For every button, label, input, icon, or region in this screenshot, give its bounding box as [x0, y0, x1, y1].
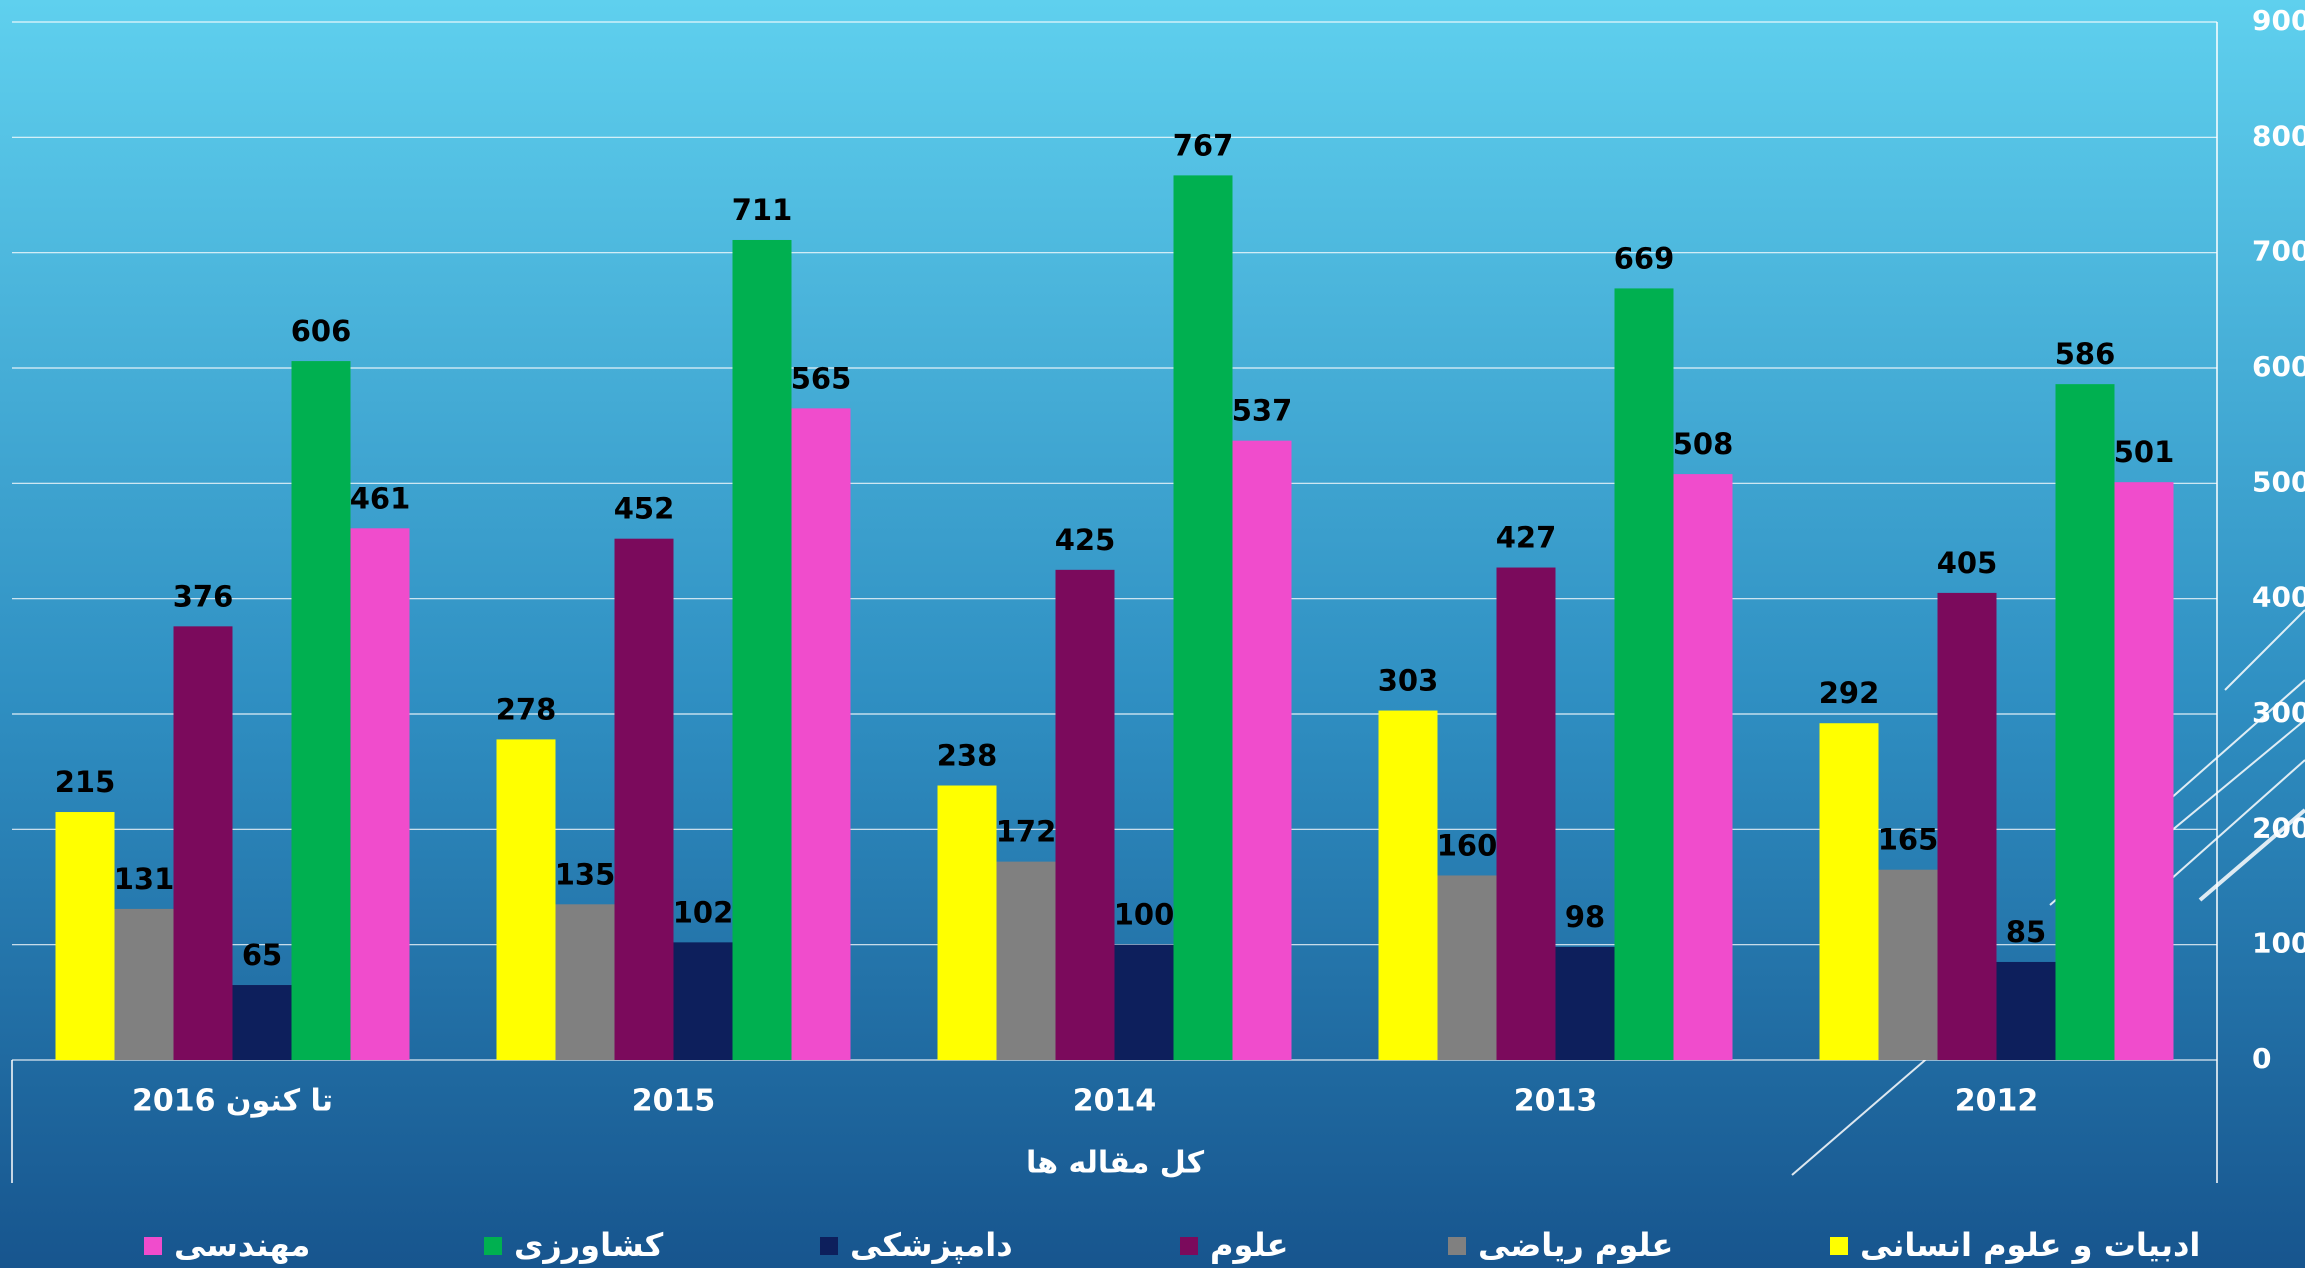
value-label: 98 — [1565, 900, 1605, 934]
value-label: 711 — [732, 193, 793, 227]
bar — [2114, 482, 2174, 1060]
value-label: 278 — [496, 692, 557, 726]
legend-swatch — [484, 1237, 502, 1255]
value-label: 160 — [1437, 828, 1498, 862]
bar — [232, 985, 292, 1060]
bar — [173, 626, 233, 1060]
bar — [1937, 592, 1997, 1060]
value-label: 501 — [2114, 435, 2175, 469]
bar — [1819, 723, 1879, 1060]
legend-label: مهندسی — [174, 1226, 310, 1264]
bar — [732, 239, 792, 1061]
bar — [1232, 440, 1292, 1060]
value-label: 85 — [2006, 915, 2046, 949]
bar — [2055, 384, 2115, 1060]
y-tick-label: 900 — [2252, 4, 2305, 37]
bar — [791, 408, 851, 1060]
x-axis-title: کل مقاله ها — [1026, 1146, 1205, 1181]
value-label: 767 — [1173, 128, 1234, 162]
y-tick-label: 400 — [2252, 581, 2305, 614]
bar — [114, 908, 174, 1060]
value-label: 135 — [555, 857, 616, 891]
bar — [1555, 946, 1615, 1060]
value-label: 215 — [55, 765, 116, 799]
y-tick-label: 100 — [2252, 927, 2305, 960]
legend-label: علوم — [1210, 1226, 1288, 1264]
legend-swatch — [144, 1237, 162, 1255]
x-tick-label: تا کنون 2016 — [132, 1084, 333, 1119]
y-tick-label: 600 — [2252, 350, 2305, 383]
y-tick-label: 500 — [2252, 465, 2305, 498]
y-tick-label: 800 — [2252, 119, 2305, 152]
bar — [350, 528, 410, 1060]
bar — [937, 785, 997, 1060]
legend-label: دامپزشکی — [850, 1226, 1013, 1264]
bar — [1378, 710, 1438, 1060]
bar — [1614, 288, 1674, 1060]
value-label: 292 — [1819, 676, 1880, 710]
legend-label: ادبیات و علوم انسانی — [1860, 1226, 2200, 1264]
bar — [614, 538, 674, 1060]
value-label: 100 — [1114, 898, 1175, 932]
x-tick-label: 2015 — [632, 1084, 716, 1119]
value-label: 452 — [614, 492, 675, 526]
value-label: 565 — [791, 361, 852, 395]
bar — [1496, 567, 1556, 1060]
legend-label: علوم ریاضی — [1478, 1226, 1673, 1264]
value-label: 65 — [242, 938, 282, 972]
bar — [555, 904, 615, 1060]
value-label: 376 — [173, 579, 234, 613]
value-label: 172 — [996, 815, 1057, 849]
value-label: 102 — [673, 895, 734, 929]
bar — [496, 739, 556, 1060]
legend-swatch — [1448, 1237, 1466, 1255]
value-label: 537 — [1232, 394, 1293, 428]
value-label: 606 — [291, 314, 352, 348]
bar — [673, 942, 733, 1060]
value-label: 586 — [2055, 337, 2116, 371]
value-label: 669 — [1614, 241, 1675, 275]
x-tick-label: 2014 — [1073, 1084, 1157, 1119]
bar — [996, 861, 1056, 1060]
value-label: 303 — [1378, 664, 1439, 698]
legend-swatch — [1180, 1237, 1198, 1255]
bar — [1437, 875, 1497, 1060]
bar — [1114, 944, 1174, 1060]
y-tick-label: 300 — [2252, 696, 2305, 729]
y-tick-label: 700 — [2252, 235, 2305, 268]
value-label: 131 — [114, 862, 175, 896]
bar — [291, 361, 351, 1061]
value-label: 425 — [1055, 523, 1116, 557]
value-label: 508 — [1673, 427, 1734, 461]
x-tick-label: 2013 — [1514, 1084, 1598, 1119]
bar — [55, 812, 115, 1060]
legend-swatch — [1830, 1237, 1848, 1255]
bar — [1055, 569, 1115, 1060]
y-tick-label: 0 — [2252, 1042, 2271, 1075]
bar — [1996, 961, 2056, 1060]
value-label: 165 — [1878, 823, 1939, 857]
legend-label: کشاورزی — [514, 1226, 664, 1264]
value-label: 405 — [1937, 546, 1998, 580]
value-label: 427 — [1496, 521, 1557, 555]
value-label: 461 — [350, 481, 411, 515]
value-label: 238 — [937, 739, 998, 773]
frame — [11, 22, 2218, 1183]
bar — [1673, 474, 1733, 1060]
x-tick-label: 2012 — [1955, 1084, 2039, 1119]
bar — [1173, 175, 1233, 1061]
bar — [1878, 869, 1938, 1060]
legend-swatch — [820, 1237, 838, 1255]
y-tick-label: 200 — [2252, 811, 2305, 844]
